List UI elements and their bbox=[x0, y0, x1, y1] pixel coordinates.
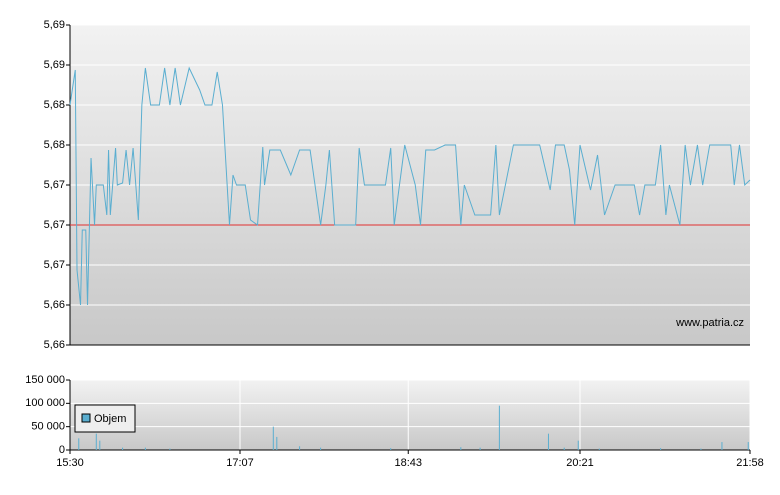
x-tick-label: 20:21 bbox=[566, 457, 594, 469]
y-tick-label: 5,68 bbox=[44, 99, 65, 111]
price-line bbox=[69, 66, 751, 306]
y-tick-label: 5,69 bbox=[44, 19, 65, 31]
y-tick-label: 5,66 bbox=[44, 339, 65, 351]
x-tick-label: 17:07 bbox=[226, 457, 254, 469]
y-tick-label: 50 000 bbox=[31, 421, 65, 433]
legend-box bbox=[74, 404, 136, 433]
y-tick-label: 5,67 bbox=[44, 259, 65, 271]
x-tick-label: 18:43 bbox=[394, 457, 422, 469]
y-tick-label: 100 000 bbox=[25, 397, 65, 409]
y-tick-label: 150 000 bbox=[25, 374, 65, 386]
legend-swatch bbox=[81, 413, 91, 423]
y-tick-label: 5,67 bbox=[44, 179, 65, 191]
y-tick-label: 5,66 bbox=[44, 299, 65, 311]
y-tick-label: 5,68 bbox=[44, 139, 65, 151]
legend-label: Objem bbox=[94, 413, 126, 425]
x-tick-label: 21:58 bbox=[736, 457, 764, 469]
y-tick-label: 5,67 bbox=[44, 219, 65, 231]
y-tick-label: 5,69 bbox=[44, 59, 65, 71]
y-tick-label: 0 bbox=[59, 444, 65, 456]
x-tick-label: 15:30 bbox=[56, 457, 84, 469]
volume-plot-area bbox=[70, 380, 750, 450]
watermark: www.patria.cz bbox=[675, 317, 744, 329]
